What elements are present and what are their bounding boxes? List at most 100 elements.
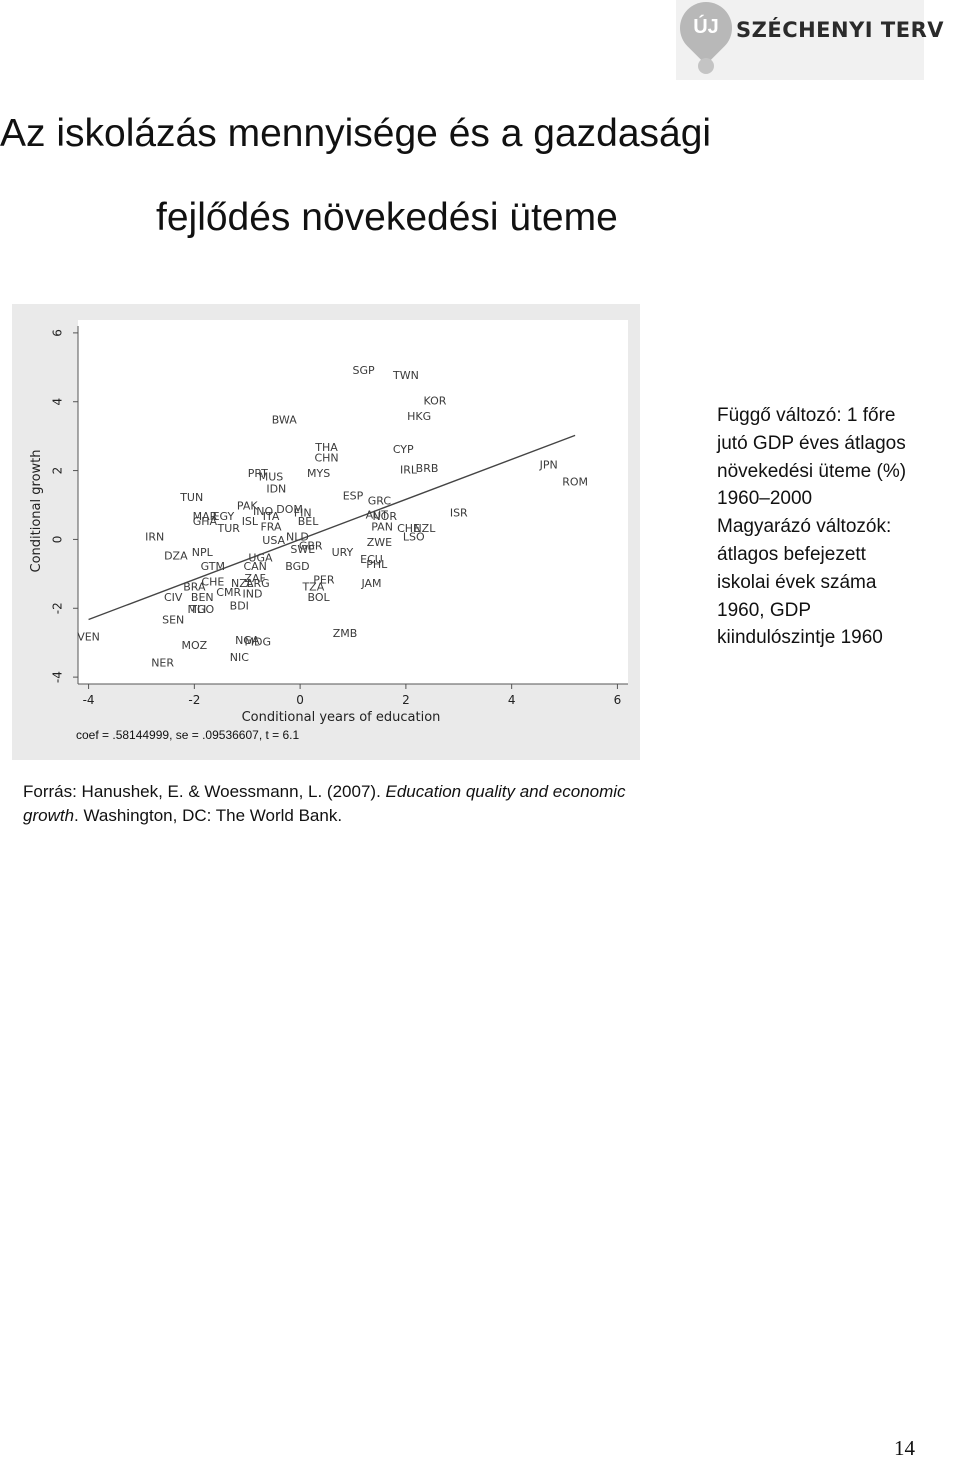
note-line: iskolai évek száma — [717, 571, 877, 593]
point-label: EGY — [213, 510, 235, 523]
plot-area — [78, 320, 628, 684]
scatter-chart: -4 -2 0 2 4 6 -4 -2 0 2 4 6 Conditional years of edu… — [12, 304, 640, 760]
point-label: MYS — [307, 467, 330, 480]
point-label: NLD — [286, 531, 309, 544]
point-label: ISR — [450, 507, 468, 520]
x-tick-label: -2 — [188, 693, 200, 707]
point-label: LSO — [403, 531, 425, 544]
point-label: BRB — [416, 462, 439, 475]
point-label: NPL — [192, 546, 214, 559]
point-label: THA — [314, 441, 338, 454]
point-label: MLI — [188, 603, 207, 616]
point-label: PAN — [371, 520, 393, 533]
point-label: ESP — [343, 489, 364, 502]
note-line: növekedési üteme (%) — [717, 460, 907, 482]
page-title-line-2: fejlődés növekedési üteme — [156, 196, 618, 239]
point-label: ITA — [263, 510, 280, 523]
point-label: HKG — [407, 410, 431, 423]
point-label: GRC — [368, 495, 392, 508]
point-label: ROM — [562, 476, 588, 489]
point-label: BWA — [272, 414, 297, 427]
point-label: SGP — [353, 364, 376, 377]
point-label: TUR — [217, 522, 241, 535]
point-label: NZL — [231, 577, 254, 590]
point-label: PHL — [366, 558, 388, 571]
logo-text: SZÉCHENYI TERV — [736, 18, 945, 42]
point-label: INO — [253, 505, 273, 518]
source-italic-title: Education quality and economic growth — [23, 782, 626, 825]
point-label: ZAF — [244, 572, 265, 585]
point-label: MDG — [245, 636, 272, 649]
y-tick-label: -4 — [51, 671, 65, 683]
y-axis-label: Conditional growth — [29, 450, 44, 573]
point-label: KOR — [424, 395, 447, 408]
note-line: Függő változó: 1 főre — [717, 405, 896, 426]
y-tick-label: 0 — [51, 536, 65, 544]
point-label: URY — [332, 546, 354, 559]
point-label: PER — [313, 574, 335, 587]
point-label: BDI — [230, 600, 249, 613]
point-label: NGA — [235, 634, 260, 647]
y-tick-label: 6 — [51, 329, 65, 337]
note-line: kiindulószintje 1960 — [717, 627, 883, 649]
point-label: CIV — [164, 591, 183, 604]
point-label: DOM — [276, 503, 303, 516]
point-label: TZA — [301, 581, 324, 594]
note-line: 1960–2000 — [717, 488, 813, 510]
szechenyi-terv-logo: ÚJ SZÉCHENYI TERV — [669, 0, 944, 80]
point-label: MOZ — [182, 639, 208, 652]
point-label: IRN — [145, 531, 164, 544]
point-label: JAM — [360, 577, 381, 590]
point-label: AUT — [366, 508, 389, 521]
point-label: PRT — [248, 467, 268, 480]
point-label: IDN — [266, 483, 286, 496]
point-label: GTM — [201, 560, 225, 573]
point-label: ZWE — [367, 536, 392, 549]
point-label: GHA — [193, 515, 218, 528]
x-tick-label: -4 — [83, 693, 95, 707]
point-label: MUS — [259, 470, 284, 483]
pin-dot-icon — [698, 58, 714, 74]
page-number: 14 — [894, 1436, 915, 1460]
point-label: DZA — [164, 550, 188, 563]
y-tick-label: -2 — [51, 602, 65, 614]
source-suffix: . Washington, DC: The World Bank. — [74, 805, 343, 825]
point-label: CMR — [216, 586, 241, 599]
source-citation: Forrás: Hanushek, E. & Woessmann, L. (20… — [23, 780, 683, 827]
point-label: USA — [262, 534, 285, 547]
point-label: GBR — [299, 539, 323, 552]
point-label: TUN — [179, 491, 203, 504]
note-line: Magyarázó változók: — [717, 516, 892, 538]
note-line: 1960, GDP — [717, 599, 811, 621]
note-line: jutó GDP éves átlagos — [717, 432, 906, 454]
point-label: BEL — [298, 515, 319, 528]
y-tick-label: 2 — [51, 467, 65, 475]
x-tick-label: 0 — [296, 693, 304, 707]
coef-note: coef = .58144999, se = .09536607, t = 6.… — [76, 728, 300, 742]
point-label: CYP — [393, 443, 414, 456]
point-label: VEN — [77, 631, 100, 644]
point-label: NER — [151, 656, 174, 669]
point-label: CHE — [397, 522, 420, 535]
point-label: IND — [243, 588, 263, 601]
page-title-line-1: Az iskolázás mennyisége és a gazdasági — [0, 112, 712, 155]
fit-line — [88, 434, 576, 621]
point-label: ARG — [246, 577, 270, 590]
point-label: PAK — [237, 500, 258, 513]
point-label: TGO — [189, 603, 214, 616]
point-label: IRL — [400, 464, 418, 477]
point-label: BEN — [191, 591, 214, 604]
x-axis-label: Conditional years of education — [242, 710, 441, 725]
variable-notes: Függő változó: 1 főre jutó GDP éves átla… — [717, 402, 960, 652]
point-label: TWN — [392, 369, 419, 382]
point-label: FRA — [260, 520, 282, 533]
point-label: ZMB — [333, 627, 358, 640]
point-label: ECU — [360, 553, 383, 566]
point-label: CAN — [243, 560, 266, 573]
point-label: FIN — [294, 507, 312, 520]
x-tick-label: 2 — [402, 693, 410, 707]
point-label: UGA — [248, 551, 273, 564]
logo-badge: ÚJ — [693, 16, 719, 38]
point-label: BRA — [183, 581, 206, 594]
point-label: NIC — [230, 651, 249, 664]
